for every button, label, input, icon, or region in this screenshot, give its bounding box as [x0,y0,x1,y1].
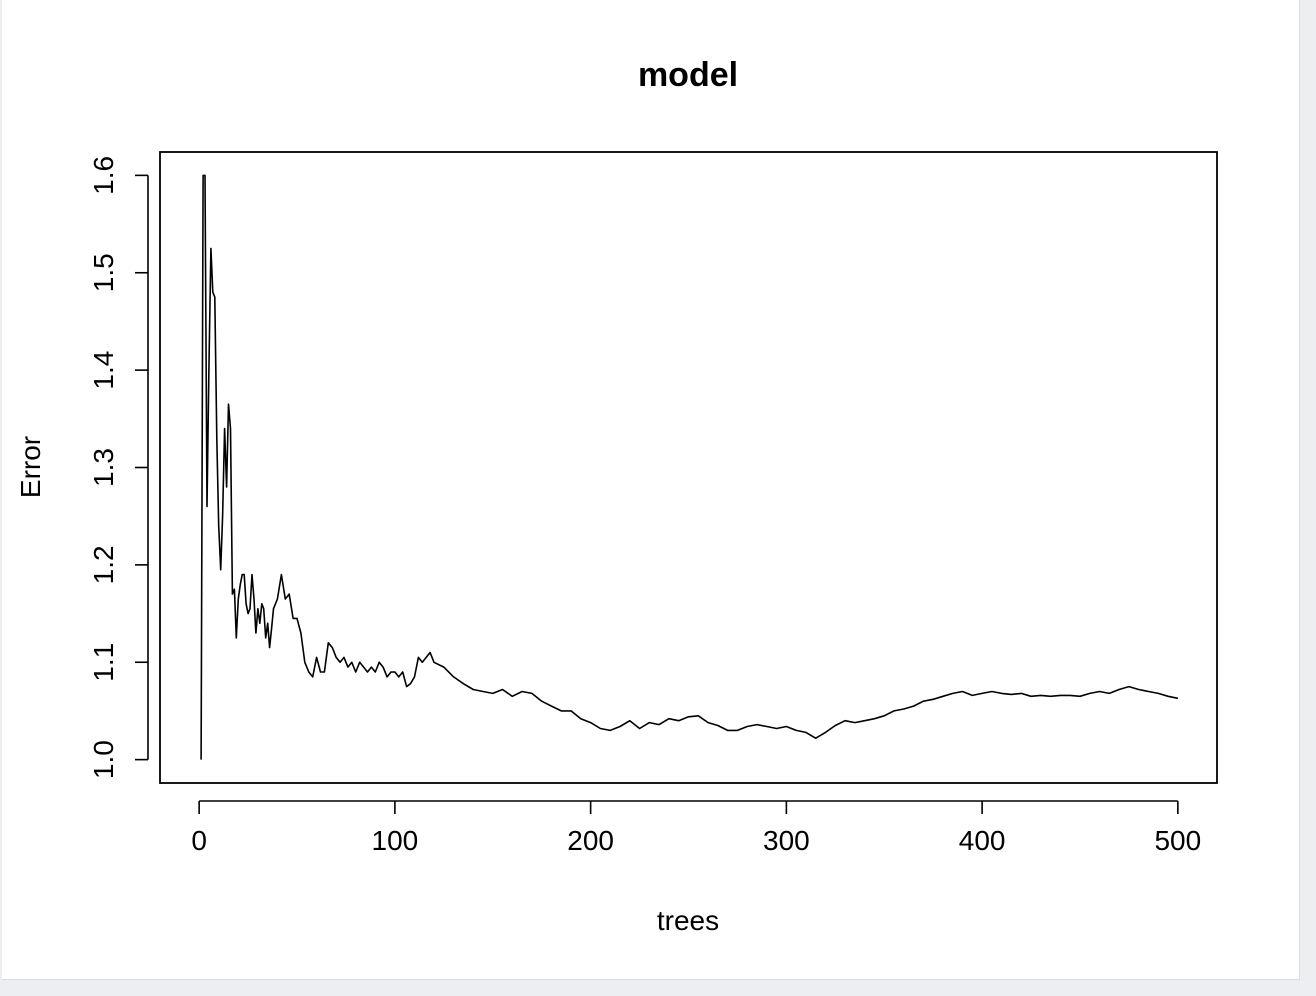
x-axis-title: trees [657,905,719,936]
y-tick-label: 1.6 [88,156,119,195]
y-tick-label: 1.1 [88,643,119,682]
y-tick-label: 1.2 [88,545,119,584]
x-tick-label: 200 [567,825,614,856]
x-tick-label: 400 [959,825,1006,856]
y-tick-label: 1.5 [88,253,119,292]
error-vs-trees-chart: model 0 100 200 300 400 500 1.01.11.21.31.41.… [15,56,1218,936]
plot-area-border [159,151,1218,784]
x-tick-label: 300 [763,825,810,856]
y-tick-label: 1.0 [88,740,119,779]
plot-window: model 0 100 200 300 400 500 1.0 1.1 1.2 1.3 1.4 1.… [2,0,1300,980]
chart-title: model [638,56,738,94]
error-series-line [200,174,1179,760]
y-tick-label: 1.4 [88,351,119,390]
x-tick-label: 0 [191,825,207,856]
y-axis: 1.0 1.1 1.2 1.3 1.4 1.5 1.6 [88,156,149,779]
y-axis-title: Error [15,436,46,498]
x-axis: 0 100 200 300 400 500 [191,800,1201,856]
x-tick-label: 500 [1154,825,1201,856]
y-tick-label: 1.3 [88,448,119,487]
x-tick-label: 100 [372,825,419,856]
